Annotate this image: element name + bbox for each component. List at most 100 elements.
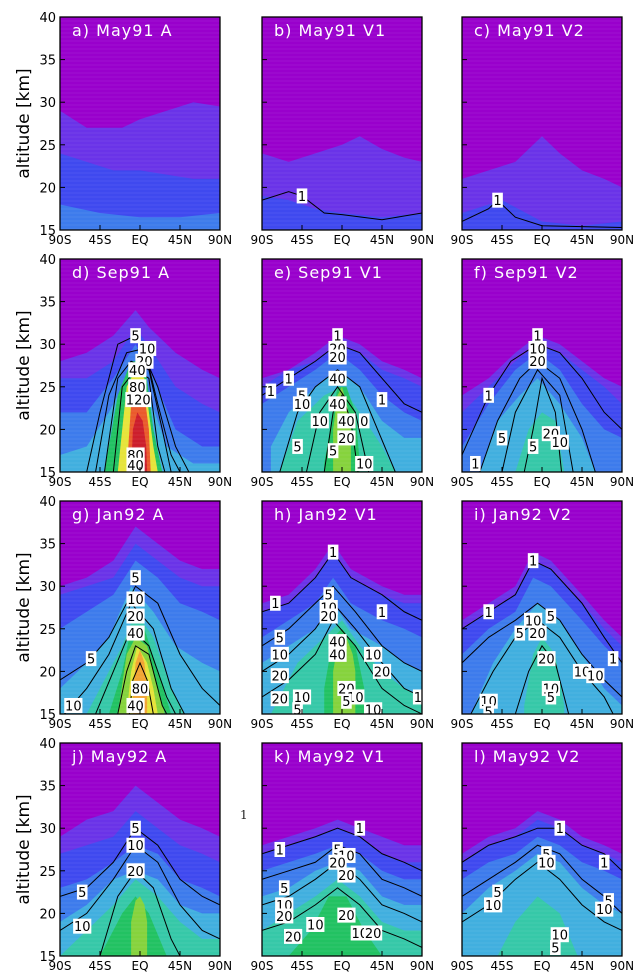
contour-label: 1 [378,606,386,621]
contour-label: 5 [547,610,555,625]
y-tick-label: 40 [39,495,56,510]
contour-label-box [528,353,547,369]
contour-label: 10 [596,903,613,918]
x-tick-label: 45N [570,233,594,247]
x-tick-label: 90N [410,717,434,731]
contour-label: 20 [529,627,546,642]
contour-label-box [483,604,494,620]
y-tick-label: 25 [39,381,56,396]
y-axis-label: altitude [km] [14,794,34,904]
contour-label-box [76,884,88,900]
contour-label: 5 [547,691,555,706]
contour-label: 10 [485,899,502,914]
x-tick-label: 45N [168,717,192,731]
x-tick-label: 45N [570,959,594,973]
y-tick-label: 35 [39,54,56,69]
contour-label-box [554,820,566,836]
contour-label: 20 [276,910,293,925]
contour-line [501,368,574,472]
y-tick-label: 30 [39,822,56,837]
x-tick-label: 45S [89,959,112,973]
contour-label: 1 [609,653,617,668]
contour-label-box [595,901,614,917]
contour-label: 20 [365,927,382,942]
contour-label: 5 [293,440,301,455]
contour-label: 5 [87,653,95,668]
contour-label: 10 [312,415,329,430]
contour-label-box [130,680,150,696]
contour-label-box [306,916,325,932]
x-tick-label: 90N [410,475,434,489]
contour-label-box [327,544,339,560]
contour-label-box [292,702,303,714]
x-tick-label: 45N [570,475,594,489]
contour-label: 120 [126,394,151,409]
contour-label: 5 [276,631,284,646]
x-tick-label: 90N [208,959,232,973]
panel-2: 1 c) May91 V2 90S 45S EQ 45N 90N [451,16,634,247]
contour-label-box [372,663,392,679]
contour-label: 1 [471,457,479,472]
contour-label-box [138,340,157,356]
contour-label-box [354,820,366,836]
contour-label-box [328,370,347,386]
contour-label: 20 [272,670,289,685]
contour-label: 5 [131,822,139,837]
panel-label: e) Sep91 V1 [274,263,383,282]
contour-label: 10 [529,342,546,357]
contour-label: 1 [533,330,541,345]
y-tick-label: 20 [39,665,56,680]
x-tick-label: EQ [131,475,148,489]
contour-label: 40 [127,699,144,714]
contour-label-box [328,396,347,412]
contour-label: 40 [129,364,146,379]
contour-line [60,844,220,940]
contour-label: 5 [485,705,493,720]
contour-label: 20 [329,856,346,871]
x-tick-label: 90N [208,717,232,731]
contour-label: 80 [132,682,149,697]
y-tick-label: 35 [39,780,56,795]
panel-3: 5102040801208040d) Sep91 A90S45SEQ45N90N… [14,253,232,489]
x-tick-label: EQ [333,717,350,731]
y-tick-label: 20 [39,181,56,196]
contour-label: 20 [329,351,346,366]
y-tick-label: 35 [39,538,56,553]
contour-label-box [128,362,147,378]
x-tick-label: 45S [89,233,112,247]
contour-label: 10 [127,593,144,608]
contour-line [462,199,622,228]
y-axis-label: altitude [km] [14,68,34,178]
contour-line [305,385,370,472]
contour-line [262,602,422,698]
contour-label-box [607,651,619,667]
contour-label: 10 [356,457,373,472]
contour-label-box [296,387,308,403]
contour-line [60,827,220,906]
contour-label-box [323,587,334,603]
x-tick-label: 45S [89,717,112,731]
contour-label-box [545,608,557,624]
fill-band [60,204,220,230]
contour-label: 10 [365,704,382,719]
y-tick-label: 25 [39,139,56,154]
x-tick-label: 45N [370,475,394,489]
contour-label-box [483,387,494,403]
contour-label: 20 [374,665,391,680]
contour-label-box [126,591,145,607]
contour-label-box [524,612,543,628]
contour-label-box [284,928,303,944]
panel-label: b) May91 V1 [274,21,386,40]
y-tick-label: 15 [39,466,56,481]
panel-9: 5 10 20 5 10 j) May92 A 90S 45S EQ 45N 90N 15 20 25 30… [14,737,232,973]
contour-label-box [73,918,92,934]
contour-label-box [496,430,508,446]
contour-label-box [270,691,289,707]
x-tick-label: EQ [533,475,550,489]
panel-label: h) Jan92 V1 [274,505,378,524]
contour-label-box [598,854,610,870]
panel-label: l) May92 V2 [474,747,580,766]
contour-label: 10 [365,648,382,663]
